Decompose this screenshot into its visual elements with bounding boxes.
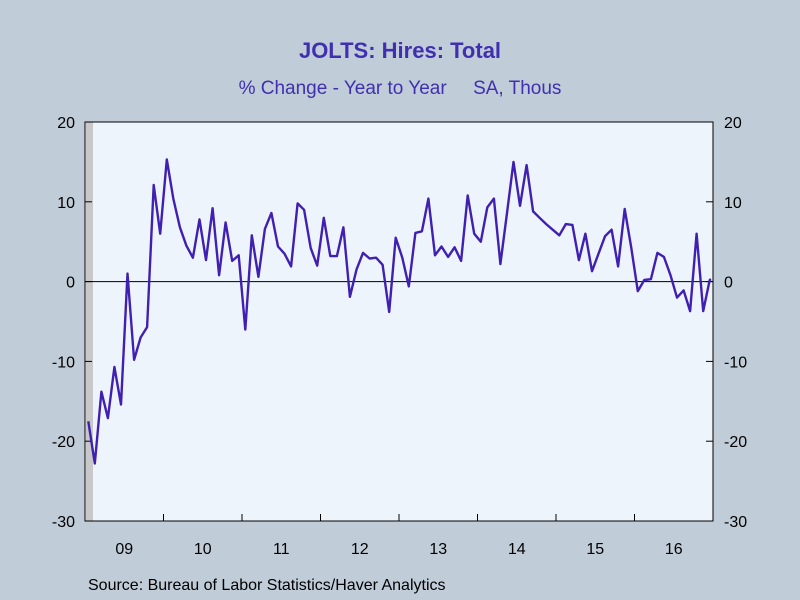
x-tick-label: 16: [665, 541, 683, 558]
y-tick-label-left: 10: [57, 195, 75, 212]
y-tick-label-left: 0: [66, 275, 75, 292]
source-note: Source: Bureau of Labor Statistics/Haver…: [88, 577, 446, 594]
recession-shade: [86, 122, 93, 521]
series-line: [87, 158, 712, 465]
y-tick-label-left: 20: [57, 115, 75, 132]
y-axis-left: -30 -20 -10 0 10 20: [52, 115, 92, 531]
x-tick-label: 09: [115, 541, 133, 558]
y-tick-label-right: 20: [724, 115, 742, 132]
y-tick-label-left: -20: [52, 434, 75, 451]
y-tick-label-right: 10: [724, 195, 742, 212]
chart-title: JOLTS: Hires: Total: [298, 38, 502, 63]
x-axis: 09 10 11 12 13 14 15 16: [84, 514, 714, 558]
x-tick-label: 10: [194, 541, 212, 558]
plot-area: [84, 121, 714, 522]
y-tick-label-left: -10: [52, 354, 75, 371]
y-axis-right: -30 -20 -10 0 10 20: [706, 115, 747, 531]
y-tick-label-left: -30: [52, 514, 75, 531]
x-tick-label: 14: [508, 541, 526, 558]
y-tick-label-right: -10: [724, 354, 747, 371]
x-tick-label: 11: [273, 541, 290, 558]
x-tick-label: 15: [586, 541, 604, 558]
x-tick-label: 13: [429, 541, 447, 558]
y-tick-label-right: -20: [724, 434, 747, 451]
chart-subtitle: % Change - Year to Year SA, Thous: [238, 78, 562, 99]
plot-frame: [84, 121, 714, 522]
y-tick-label-right: 0: [724, 275, 733, 292]
x-tick-label: 12: [351, 541, 369, 558]
y-tick-label-right: -30: [724, 514, 747, 531]
